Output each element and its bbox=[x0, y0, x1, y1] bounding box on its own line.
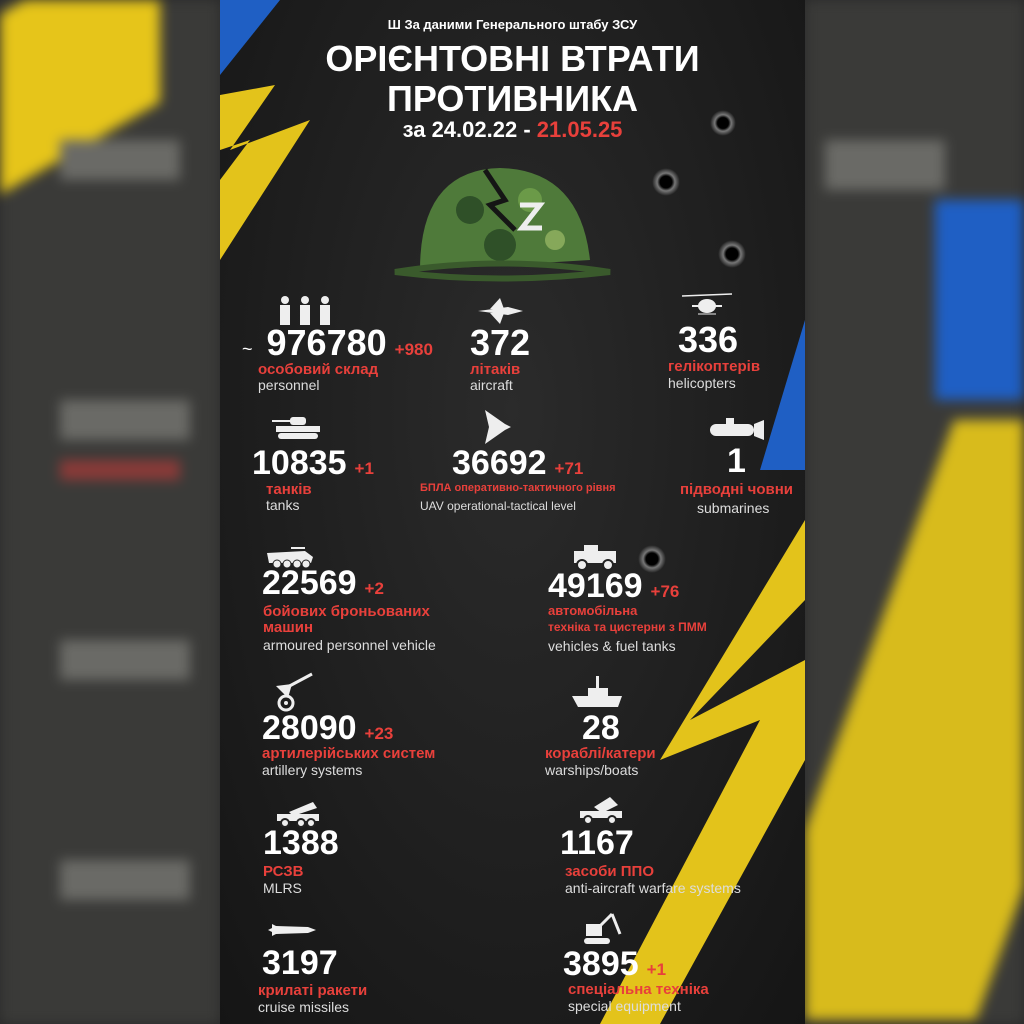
artillery-icon bbox=[276, 672, 313, 712]
stat-label-ua: РСЗВ bbox=[263, 863, 304, 880]
stat-label-en: anti-aircraft warfare systems bbox=[565, 880, 741, 896]
stat-value: 372 bbox=[470, 322, 531, 363]
stat-label-ua: гелікоптерів bbox=[668, 358, 761, 375]
stat-value-row: 28 bbox=[582, 711, 620, 745]
stat-label-ua: автомобільна bbox=[548, 603, 638, 618]
helmet-icon bbox=[394, 168, 611, 282]
stat-label-en: helicopters bbox=[668, 375, 736, 391]
stat-value-row: 22569 +2 bbox=[262, 566, 384, 600]
date-end: 21.05.25 bbox=[536, 117, 623, 142]
stat-value-row: 49169 +76 bbox=[548, 569, 679, 603]
bullet-hole-icon bbox=[652, 168, 680, 196]
missile-icon bbox=[268, 924, 316, 936]
stat-label-ua: бойових броньованих bbox=[263, 603, 430, 620]
date-range: за 24.02.22 - 21.05.25 bbox=[220, 117, 805, 143]
stat-label-ua: БПЛА оперативно-тактичного рівня bbox=[420, 482, 616, 494]
stat-label-ua: артилерійських систем bbox=[262, 745, 436, 762]
soldiers-icon bbox=[280, 296, 330, 325]
stat-increase: +71 bbox=[554, 459, 584, 478]
stat-label-ua: підводні човни bbox=[680, 481, 794, 498]
stat-value: 3197 bbox=[262, 944, 338, 982]
stat-label-en: vehicles & fuel tanks bbox=[548, 638, 676, 654]
stat-label-ua-line2: техніка та цистерни з ПММ bbox=[548, 620, 707, 634]
stat-value: 1 bbox=[727, 442, 746, 480]
stat-label-en: UAV operational-tactical level bbox=[420, 499, 576, 513]
approx-sign: ~ bbox=[242, 339, 253, 359]
stat-value: 28090 bbox=[262, 709, 357, 747]
stat-label-ua: крилаті ракети bbox=[258, 982, 368, 999]
stat-label-ua: особовий склад bbox=[258, 361, 379, 378]
stat-increase: +23 bbox=[364, 724, 394, 743]
helicopter-icon bbox=[681, 293, 733, 315]
stat-label-ua: кораблі/катери bbox=[545, 745, 656, 762]
stat-value: 10835 bbox=[252, 444, 347, 482]
trident-icon: Ш bbox=[387, 17, 401, 32]
truck-icon bbox=[574, 545, 616, 571]
stat-value-row: 3895 +1 bbox=[563, 947, 666, 981]
stat-value: 336 bbox=[678, 319, 739, 360]
stat-label-en: cruise missiles bbox=[258, 999, 350, 1015]
stat-label-en: MLRS bbox=[263, 880, 302, 896]
air-defense-icon bbox=[580, 797, 622, 825]
stat-value-row: 36692 +71 bbox=[452, 446, 583, 480]
stat-label-ua: засоби ППО bbox=[565, 863, 654, 880]
page-title-line1: ОРІЄНТОВНІ ВТРАТИ bbox=[325, 38, 700, 79]
stat-value-row: 1167 bbox=[560, 826, 634, 860]
excavator-icon bbox=[584, 912, 622, 944]
stat-label-en: tanks bbox=[266, 497, 300, 513]
bullet-hole-icon bbox=[718, 240, 746, 268]
stat-label-en: special equipment bbox=[568, 998, 681, 1014]
bullet-hole-icon bbox=[638, 545, 666, 573]
stat-value-row: 10835 +1 bbox=[252, 446, 374, 480]
stat-label-ua: танків bbox=[266, 481, 312, 498]
stat-value: 49169 bbox=[548, 567, 643, 605]
stat-increase: +980 bbox=[394, 340, 433, 359]
stat-value-row: 1388 bbox=[263, 826, 339, 860]
stat-value: 28 bbox=[582, 709, 620, 747]
tank-icon bbox=[272, 417, 320, 439]
stat-value: 1388 bbox=[263, 824, 339, 862]
stat-label-ua: спеціальна техніка bbox=[568, 981, 709, 998]
mlrs-icon bbox=[277, 802, 319, 828]
flag-lightning-decoration bbox=[220, 0, 805, 1024]
stat-value: 36692 bbox=[452, 444, 547, 482]
bullet-hole-icon bbox=[710, 110, 736, 136]
date-start: за 24.02.22 - bbox=[402, 117, 531, 142]
stat-label-en: personnel bbox=[258, 377, 320, 393]
submarine-icon bbox=[710, 418, 764, 440]
stat-value-row: 3197 bbox=[262, 946, 338, 980]
drone-icon bbox=[485, 410, 511, 444]
stat-value-row: 372 bbox=[470, 325, 530, 361]
blurred-background-left bbox=[0, 0, 220, 1024]
stat-value: 22569 bbox=[262, 564, 357, 602]
stat-increase: +1 bbox=[354, 459, 374, 478]
stat-value: 976780 bbox=[266, 322, 387, 363]
stat-value-row: 28090 +23 bbox=[262, 711, 393, 745]
stat-increase: +2 bbox=[364, 579, 384, 598]
stat-increase: +1 bbox=[646, 960, 667, 979]
stat-value: 1167 bbox=[560, 824, 634, 862]
stat-label-en: artillery systems bbox=[262, 762, 363, 778]
stat-label-en: submarines bbox=[697, 500, 770, 516]
warship-icon bbox=[572, 676, 622, 707]
stat-label-en: armoured personnel vehicle bbox=[263, 637, 436, 653]
stat-label-ua-line2: машин bbox=[263, 619, 314, 636]
stat-value-row: 336 bbox=[678, 322, 738, 358]
stat-value-row: ~ 976780 +980 bbox=[242, 325, 433, 361]
blurred-background-right bbox=[805, 0, 1024, 1024]
apc-icon bbox=[267, 547, 313, 569]
stat-label-en: aircraft bbox=[470, 377, 513, 393]
stat-label-en: warships/boats bbox=[545, 762, 639, 778]
source-text: За даними Генерального штабу ЗСУ bbox=[404, 17, 638, 32]
source-line: Ш За даними Генерального штабу ЗСУ bbox=[220, 17, 805, 32]
jet-icon bbox=[478, 298, 523, 324]
infographic-panel: Ш За даними Генерального штабу ЗСУ ОРІЄН… bbox=[220, 0, 805, 1024]
stat-value-row: 1 bbox=[727, 444, 746, 478]
stat-increase: +76 bbox=[650, 582, 680, 601]
stat-label-ua: літаків bbox=[470, 361, 521, 378]
stat-value: 3895 bbox=[563, 945, 639, 983]
page-title-line2: ПРОТИВНИКА bbox=[386, 78, 639, 119]
